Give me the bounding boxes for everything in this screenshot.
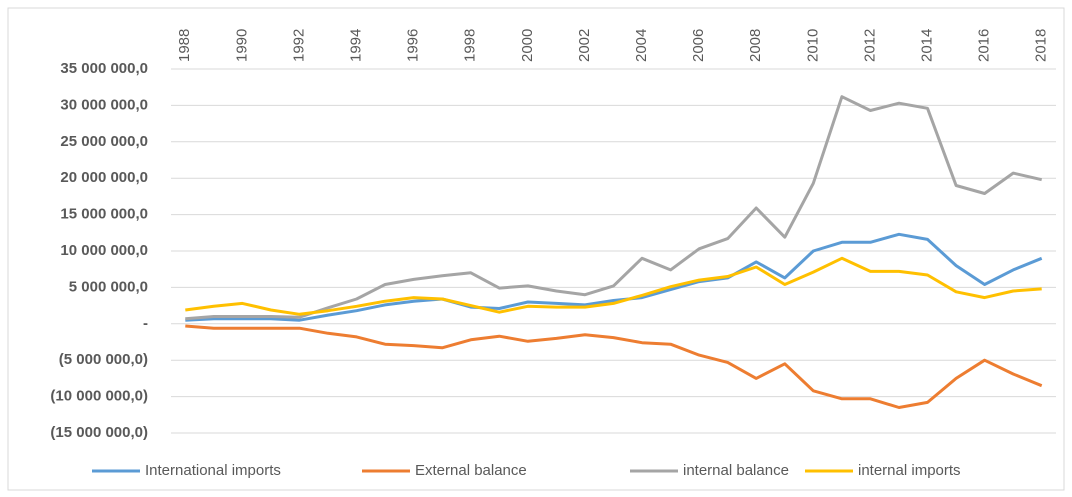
legend-label: International imports xyxy=(145,462,281,479)
y-tick-label: 15 000 000,0 xyxy=(60,206,148,223)
series-line xyxy=(185,95,1043,321)
y-tick-label: 10 000 000,0 xyxy=(60,242,148,259)
y-tick-label: - xyxy=(143,315,148,332)
y-tick-label: 25 000 000,0 xyxy=(60,133,148,150)
y-tick-label: (15 000 000,0) xyxy=(50,424,148,441)
chart-border xyxy=(7,7,1065,491)
series-line xyxy=(185,232,1043,322)
x-tick-label: 1988 xyxy=(176,29,193,62)
series-line xyxy=(185,324,1043,409)
legend-label: internal balance xyxy=(683,462,789,479)
x-tick-label: 2012 xyxy=(861,29,878,62)
y-tick-label: 30 000 000,0 xyxy=(60,96,148,113)
x-tick-label: 2008 xyxy=(747,29,764,62)
y-tick-label: (5 000 000,0) xyxy=(59,351,148,368)
x-tick-label: 1992 xyxy=(290,29,307,62)
series-line xyxy=(185,256,1042,316)
x-tick-label: 2016 xyxy=(976,29,993,62)
x-tick-label: 2002 xyxy=(576,29,593,62)
y-tick-label: 5 000 000,0 xyxy=(69,278,148,295)
y-tick-label: 35 000 000,0 xyxy=(60,60,148,77)
x-tick-label: 2000 xyxy=(519,29,536,62)
x-tick-label: 1996 xyxy=(405,29,422,62)
y-tick-label: 20 000 000,0 xyxy=(60,169,148,186)
x-tick-label: 1994 xyxy=(348,29,365,62)
y-tick-label: (10 000 000,0) xyxy=(50,388,148,405)
legend-label: internal imports xyxy=(858,462,961,479)
x-tick-label: 1998 xyxy=(462,29,479,62)
x-tick-label: 1990 xyxy=(233,29,250,62)
legend-label: External balance xyxy=(415,462,527,479)
x-tick-label: 2006 xyxy=(690,29,707,62)
x-tick-label: 2004 xyxy=(633,29,650,62)
x-tick-label: 2010 xyxy=(804,29,821,62)
x-tick-label: 2018 xyxy=(1033,29,1050,62)
x-tick-label: 2014 xyxy=(919,29,936,62)
